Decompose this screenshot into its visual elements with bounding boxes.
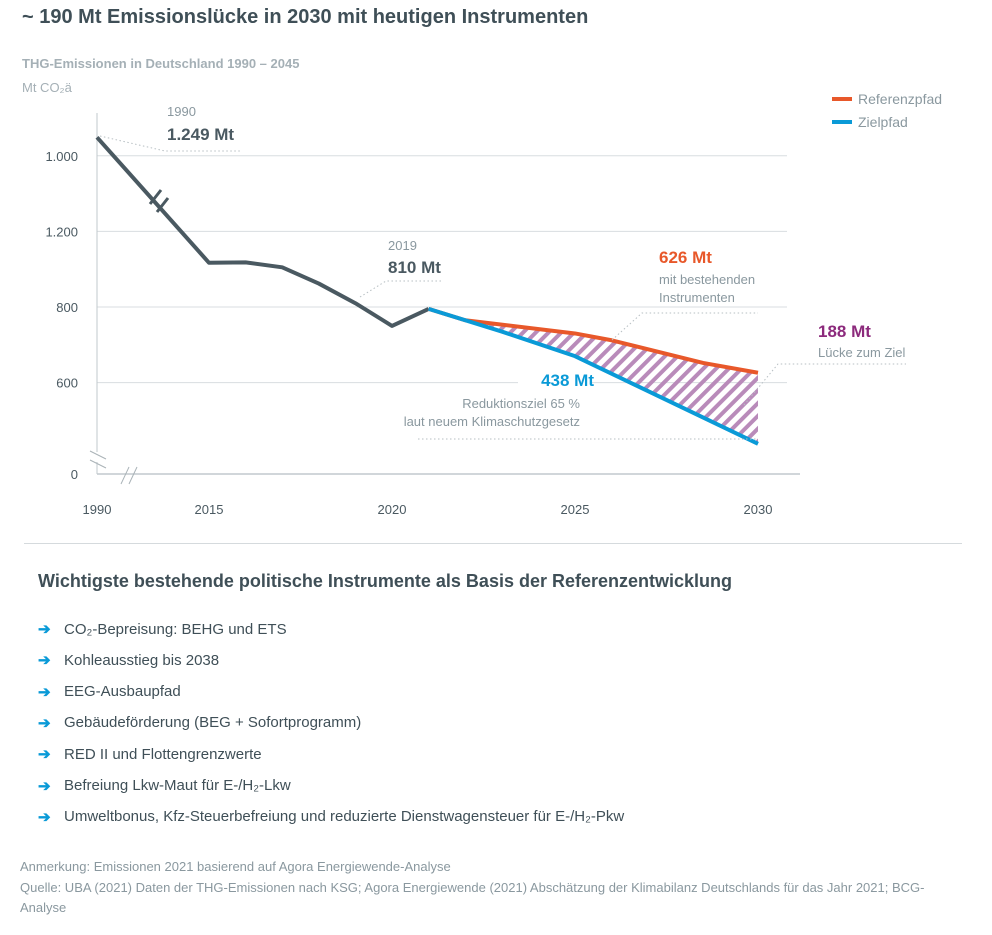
- series-line-target: [428, 306, 759, 446]
- y-tick-label: 800: [56, 300, 78, 315]
- annotation-target-text: laut neuem Klimaschutzgesetz: [404, 414, 580, 429]
- instrument-label: Befreiung Lkw-Maut für E-/H₂-Lkw: [64, 777, 291, 794]
- page-title: ~ 190 Mt Emissionslücke in 2030 mit heut…: [22, 6, 589, 28]
- x-tick-label: 2025: [561, 502, 590, 517]
- divider: [24, 543, 962, 544]
- annotation-gap-text: Lücke zum Ziel: [818, 345, 906, 360]
- x-tick-label: 1990: [83, 502, 112, 517]
- instrument-label: Umweltbonus, Kfz-Steuerbefreiung und red…: [64, 808, 625, 826]
- instrument-item: ➔ CO₂-Bepreisung: BEHG und ETS: [38, 620, 287, 639]
- instruments-title: Wichtigste bestehende politische Instrum…: [38, 571, 733, 591]
- emissions-chart: 0 600 800 1.200 1.000 1990 2015 2020 2025 2030 19…: [45, 104, 906, 517]
- legend-item-referenzpfad: Referenzpfad: [832, 91, 942, 107]
- legend-item-zielpfad: Zielpfad: [832, 114, 908, 130]
- y-tick-label: 1.200: [45, 224, 78, 239]
- instrument-item: ➔ Befreiung Lkw-Maut für E-/H₂-Lkw: [38, 777, 291, 795]
- instrument-item: ➔ EEG-Ausbaupfad: [38, 683, 181, 701]
- y-tick-label: 1.000: [45, 149, 78, 164]
- annotation-2019-year: 2019: [388, 238, 417, 253]
- y-axis-break-icon: [89, 450, 107, 469]
- line-break-icon: [148, 189, 170, 213]
- annotation-target-text: Reduktionsziel 65 %: [462, 396, 580, 411]
- gap-hatched-area: [428, 308, 758, 444]
- annotation-ref-text: mit bestehenden: [659, 272, 755, 287]
- series-line-historic: [95, 135, 430, 328]
- instrument-item: ➔ RED II und Flottengrenzwerte: [38, 745, 262, 764]
- remark-note: Anmerkung: Emissionen 2021 basierend auf…: [20, 859, 451, 874]
- instrument-label: Gebäudeförderung (BEG + Sofortprogramm): [64, 714, 362, 732]
- annotation-ref-value: 626 Mt: [659, 248, 712, 267]
- instrument-item: ➔ Kohleausstieg bis 2038: [38, 651, 220, 670]
- legend-label: Referenzpfad: [858, 91, 943, 107]
- y-tick-label: 600: [56, 376, 78, 391]
- arrow-right-icon: ➔: [38, 777, 51, 795]
- annotation-target-value: 438 Mt: [541, 371, 594, 390]
- x-tick-label: 2030: [744, 502, 773, 517]
- instrument-label: RED II und Flottengrenzwerte: [64, 745, 262, 763]
- x-tick-label: 2015: [195, 502, 224, 517]
- x-tick-label: 2020: [378, 502, 407, 517]
- legend-swatch: [832, 120, 852, 124]
- y-tick-label: 0: [71, 467, 78, 482]
- instrument-label: EEG-Ausbaupfad: [64, 683, 181, 701]
- instrument-label: Kohleausstieg bis 2038: [64, 651, 220, 669]
- arrow-right-icon: ➔: [38, 808, 51, 826]
- leader-line: [611, 312, 758, 341]
- source-note: Quelle: UBA (2021) Daten der THG-Emissio…: [20, 880, 925, 915]
- instrument-label: CO₂-Bepreisung: BEHG und ETS: [64, 620, 287, 638]
- arrow-right-icon: ➔: [38, 683, 51, 701]
- label-background: [518, 368, 590, 390]
- annotation-1990-value: 1.249 Mt: [167, 125, 234, 144]
- instrument-item: ➔ Umweltbonus, Kfz-Steuerbefreiung und re…: [38, 808, 624, 826]
- legend-label: Zielpfad: [858, 114, 908, 130]
- chart-title: THG-Emissionen in Deutschland 1990 – 204…: [22, 56, 300, 71]
- leader-line: [743, 363, 906, 406]
- y-axis-label: Mt CO₂ä: [22, 80, 72, 95]
- annotation-2019-value: 810 Mt: [388, 258, 441, 277]
- x-axis-break-icon: [120, 466, 138, 485]
- leader-line: [359, 280, 442, 298]
- annotation-gap-value: 188 Mt: [818, 322, 871, 341]
- arrow-right-icon: ➔: [38, 652, 51, 670]
- arrow-right-icon: ➔: [38, 746, 51, 764]
- legend-swatch: [832, 97, 852, 101]
- arrow-right-icon: ➔: [38, 714, 51, 732]
- arrow-right-icon: ➔: [38, 621, 51, 638]
- annotation-ref-text: Instrumenten: [659, 290, 735, 305]
- annotation-1990-year: 1990: [167, 104, 196, 119]
- instrument-item: ➔ Gebäudeförderung (BEG + Sofortprogramm): [38, 714, 361, 732]
